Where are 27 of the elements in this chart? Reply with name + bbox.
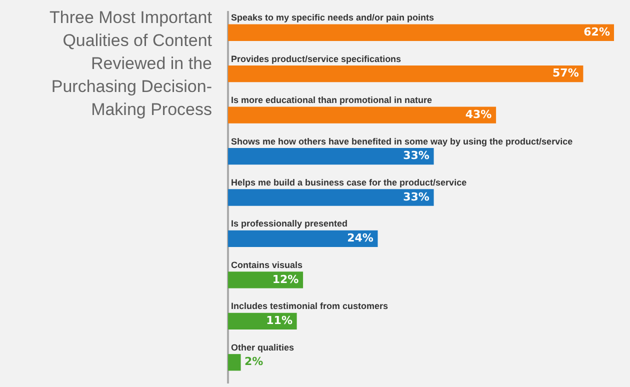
y-tick-label: Helps me build a business case for the product/service	[231, 177, 467, 188]
bar	[228, 230, 378, 248]
data-label: 2%	[244, 355, 264, 368]
bar	[228, 24, 614, 41]
data-label: 12%	[272, 272, 299, 286]
y-tick-label: Includes testimonial from customers	[231, 301, 388, 312]
y-tick-label: Contains visuals	[231, 260, 303, 270]
data-label: 11%	[266, 314, 292, 328]
bar	[228, 189, 434, 206]
bar	[228, 106, 496, 124]
y-tick-label: Other qualities	[231, 342, 294, 352]
data-label: 57%	[552, 66, 579, 80]
bar	[228, 148, 434, 165]
bar	[228, 272, 304, 288]
bar	[228, 66, 584, 82]
y-tick-label: Is more educational than promotional in nature	[231, 95, 432, 106]
y-tick-label: Shows me how others have benefited in some way by using the product/service	[231, 136, 573, 146]
data-label: 43%	[465, 108, 492, 121]
bar	[228, 354, 241, 371]
text: Three Most Important Qualities of Content Reviewed in the Purchasing Decision-Making Process	[48, 7, 212, 121]
data-label: 33%	[403, 190, 430, 204]
y-tick-label: Is professionally presented	[231, 218, 348, 229]
y-tick-label: Provides product/service specifications	[231, 54, 402, 64]
data-label: 24%	[347, 232, 374, 245]
y-tick-label: Speaks to my specific needs and/or pain points	[231, 12, 434, 23]
data-label: 62%	[584, 25, 610, 38]
data-label: 33%	[403, 149, 430, 162]
